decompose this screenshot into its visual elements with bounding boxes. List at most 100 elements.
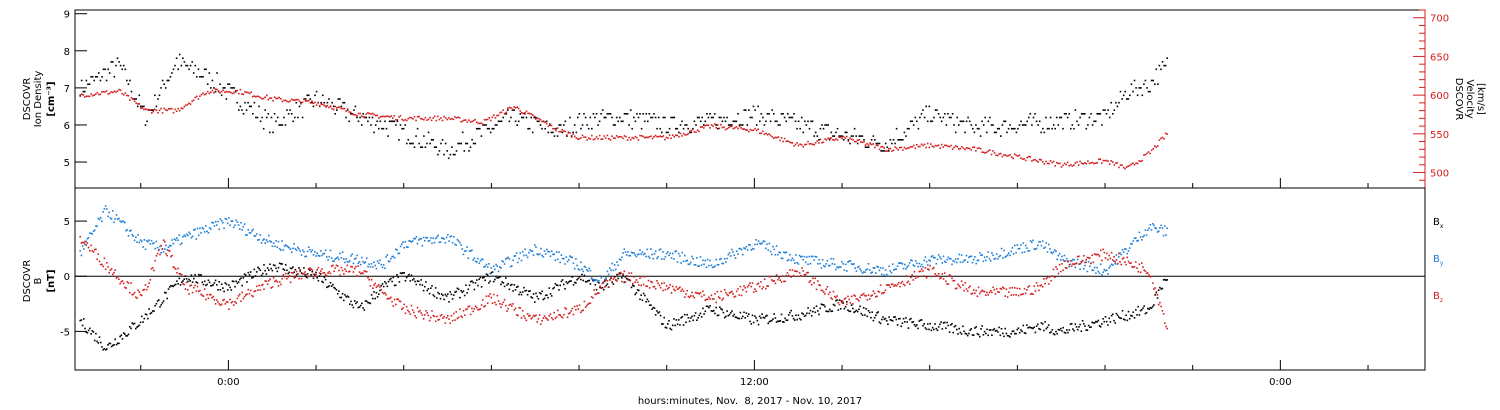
data-point	[941, 273, 944, 275]
data-point	[179, 273, 182, 275]
data-point	[300, 103, 302, 105]
data-point	[374, 297, 376, 300]
data-point	[474, 142, 476, 145]
data-point	[981, 289, 983, 292]
data-point	[690, 131, 693, 134]
data-point	[734, 120, 736, 123]
data-point	[489, 272, 491, 275]
data-point	[332, 260, 334, 263]
data-point	[1146, 152, 1148, 155]
data-point	[205, 93, 207, 95]
data-point	[269, 278, 271, 280]
data-point	[1125, 248, 1127, 250]
data-point	[703, 127, 705, 129]
data-point	[591, 127, 593, 130]
data-point	[474, 118, 476, 121]
data-point	[668, 286, 670, 289]
data-point	[878, 148, 881, 151]
data-point	[174, 239, 177, 241]
data-point	[149, 312, 152, 315]
data-point	[870, 295, 872, 297]
data-point	[92, 230, 95, 232]
data-point	[267, 98, 270, 101]
data-point	[798, 317, 801, 320]
data-point	[178, 234, 181, 236]
data-point	[694, 264, 697, 266]
data-point	[456, 317, 459, 320]
data-point	[654, 250, 657, 253]
data-point	[617, 136, 619, 138]
data-point	[531, 131, 534, 134]
data-point	[737, 127, 739, 130]
data-point	[286, 269, 288, 272]
data-point	[409, 240, 412, 242]
data-point	[618, 258, 621, 260]
data-point	[604, 280, 606, 282]
data-point	[1157, 289, 1160, 291]
data-point	[311, 100, 313, 102]
data-point	[1066, 116, 1069, 119]
data-point	[422, 236, 425, 239]
data-point	[862, 292, 865, 295]
data-point	[1054, 127, 1056, 130]
data-point	[725, 261, 727, 263]
data-point	[647, 279, 650, 282]
data-point	[1020, 157, 1022, 159]
data-point	[240, 300, 242, 302]
data-point	[266, 94, 268, 97]
data-point	[1016, 244, 1019, 246]
data-point	[714, 265, 716, 267]
data-point	[336, 292, 339, 295]
data-point	[440, 237, 443, 239]
data-point	[936, 109, 938, 111]
data-point	[737, 113, 739, 115]
data-point	[1107, 109, 1109, 111]
data-point	[830, 131, 833, 134]
data-point	[1125, 314, 1127, 317]
data-point	[1038, 240, 1040, 243]
data-point	[541, 120, 543, 123]
data-point	[138, 103, 141, 105]
data-point	[168, 79, 170, 82]
data-point	[1125, 263, 1127, 266]
data-point	[85, 331, 87, 333]
data-point	[828, 139, 831, 141]
data-point	[550, 317, 553, 319]
velocity-tick-label: 550	[1430, 130, 1449, 141]
data-point	[208, 227, 211, 229]
data-point	[232, 304, 235, 306]
data-point	[1137, 239, 1139, 242]
data-point	[401, 118, 403, 121]
data-point	[486, 118, 489, 121]
data-point	[688, 263, 691, 265]
b-axis-label-line2: B	[33, 277, 44, 284]
data-point	[381, 266, 384, 269]
data-point	[84, 90, 86, 93]
data-point	[496, 294, 499, 297]
data-point	[115, 91, 117, 93]
data-point	[735, 316, 738, 319]
data-point	[740, 294, 743, 297]
data-point	[130, 97, 133, 99]
data-point	[350, 111, 352, 114]
data-point	[911, 146, 913, 148]
data-point	[502, 282, 505, 284]
data-point	[367, 112, 369, 114]
data-point	[906, 321, 908, 323]
data-point	[954, 324, 957, 327]
data-point	[587, 280, 589, 282]
data-point	[339, 98, 341, 100]
data-point	[839, 266, 842, 268]
data-point	[407, 309, 409, 312]
data-point	[176, 237, 178, 239]
data-point	[737, 317, 739, 320]
data-point	[405, 305, 408, 308]
data-point	[1113, 109, 1116, 111]
data-point	[881, 292, 883, 295]
data-point	[1068, 265, 1071, 268]
data-point	[909, 146, 912, 148]
data-point	[202, 228, 205, 230]
data-point	[1057, 328, 1060, 331]
data-point	[681, 288, 684, 291]
